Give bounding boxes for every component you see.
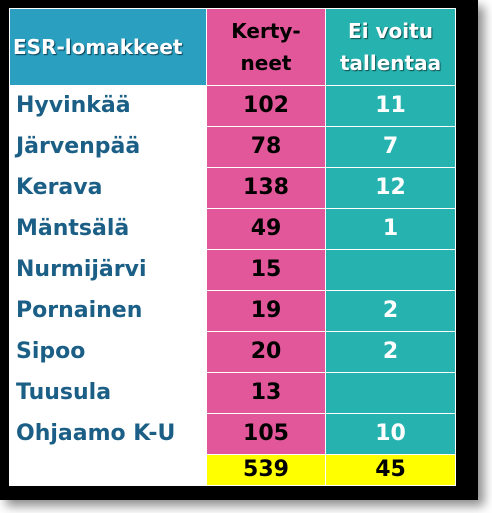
- header-ei-line2: tallentaa: [339, 51, 442, 75]
- header-esr-lomakkeet: ESR-lomakkeet: [9, 8, 207, 86]
- municipality-cell: Pornainen: [9, 290, 207, 332]
- totals-row: 539 45: [9, 454, 456, 486]
- ei-voitu-cell: 12: [325, 167, 456, 209]
- totals-kertyneet-cell: 539: [206, 454, 326, 486]
- table-row: Ohjaamo K-U 105 10: [9, 413, 456, 455]
- kertyneet-cell: 13: [206, 372, 326, 414]
- municipality-cell: Järvenpää: [9, 126, 207, 168]
- table-row: Kerava 138 12: [9, 167, 456, 209]
- header-kertyneet: Kerty- neet: [206, 8, 326, 86]
- ei-voitu-cell: [325, 372, 456, 414]
- municipality-cell: Hyvinkää: [9, 85, 207, 127]
- header-row: ESR-lomakkeet Kerty- neet Ei voitu talle…: [9, 8, 456, 86]
- ei-voitu-cell: 1: [325, 208, 456, 250]
- municipality-cell: Nurmijärvi: [9, 249, 207, 291]
- kertyneet-cell: 102: [206, 85, 326, 127]
- header-kertyneet-line1: Kerty-: [231, 19, 301, 43]
- municipality-cell: Sipoo: [9, 331, 207, 373]
- ei-voitu-cell: 7: [325, 126, 456, 168]
- municipality-cell: Mäntsälä: [9, 208, 207, 250]
- table-row: Nurmijärvi 15: [9, 249, 456, 291]
- ei-voitu-cell: [325, 249, 456, 291]
- kertyneet-cell: 20: [206, 331, 326, 373]
- kertyneet-cell: 15: [206, 249, 326, 291]
- table-row: Mäntsälä 49 1: [9, 208, 456, 250]
- header-ei-voitu: Ei voitu tallentaa: [325, 8, 456, 86]
- totals-label-cell: [9, 454, 207, 486]
- ei-voitu-cell: 11: [325, 85, 456, 127]
- esr-table: ESR-lomakkeet Kerty- neet Ei voitu talle…: [9, 8, 456, 486]
- table-row: Järvenpää 78 7: [9, 126, 456, 168]
- kertyneet-cell: 138: [206, 167, 326, 209]
- ei-voitu-cell: 10: [325, 413, 456, 455]
- municipality-cell: Tuusula: [9, 372, 207, 414]
- ei-voitu-cell: 2: [325, 331, 456, 373]
- table-frame: ESR-lomakkeet Kerty- neet Ei voitu talle…: [0, 0, 478, 500]
- kertyneet-cell: 105: [206, 413, 326, 455]
- table-row: Tuusula 13: [9, 372, 456, 414]
- municipality-cell: Ohjaamo K-U: [9, 413, 207, 455]
- kertyneet-cell: 49: [206, 208, 326, 250]
- table-row: Sipoo 20 2: [9, 331, 456, 373]
- ei-voitu-cell: 2: [325, 290, 456, 332]
- table-row: Pornainen 19 2: [9, 290, 456, 332]
- header-ei-line1: Ei voitu: [348, 19, 433, 43]
- municipality-cell: Kerava: [9, 167, 207, 209]
- kertyneet-cell: 19: [206, 290, 326, 332]
- kertyneet-cell: 78: [206, 126, 326, 168]
- table-row: Hyvinkää 102 11: [9, 85, 456, 127]
- header-kertyneet-line2: neet: [240, 51, 292, 75]
- totals-ei-voitu-cell: 45: [325, 454, 456, 486]
